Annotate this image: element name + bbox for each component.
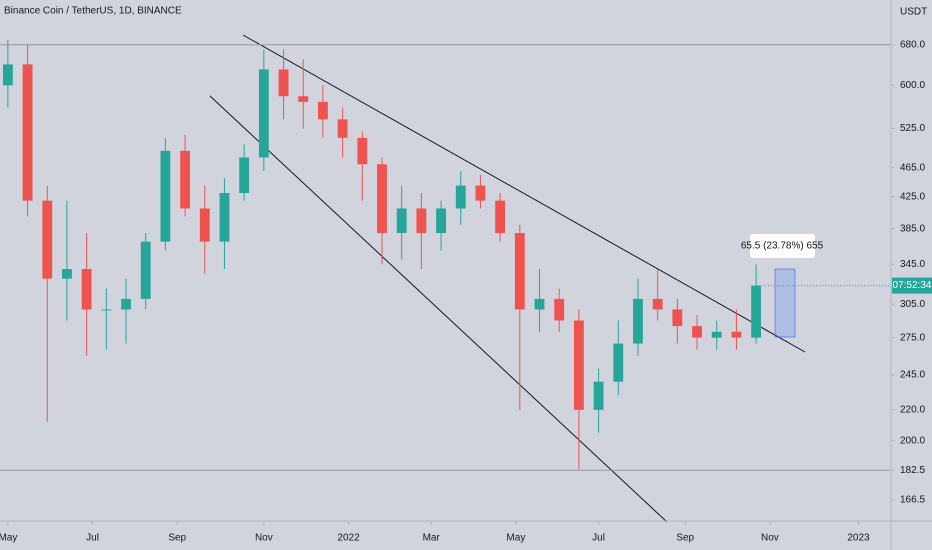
candle-body [377, 164, 387, 234]
candle-body [317, 101, 328, 120]
candle-body [199, 208, 210, 242]
candle-body [534, 298, 545, 310]
measure-label-box [750, 234, 815, 258]
price-countdown: 07:52:34 [893, 280, 932, 291]
measure-label: 65.5 (23.78%) 655 [741, 241, 824, 252]
y-unit: USDT [900, 7, 927, 18]
x-tick-label: Jul [592, 533, 605, 544]
y-tick-label: 305.0 [900, 299, 925, 310]
candle-body [554, 298, 565, 321]
x-tick-label: Mar [423, 533, 441, 544]
candle-body [613, 343, 624, 382]
candle-body [652, 298, 663, 310]
candle-body [495, 200, 506, 234]
y-tick-label: 182.5 [900, 465, 925, 476]
y-tick-label: 220.0 [900, 404, 925, 415]
upper-trendline [242, 34, 806, 353]
y-tick-label: 680.0 [900, 39, 925, 50]
candle-body [573, 320, 584, 410]
candle-body [278, 69, 289, 97]
x-tick-label: May [0, 533, 17, 544]
y-tick-label: 245.0 [900, 370, 925, 381]
x-tick-label: Sep [168, 533, 186, 544]
candle-body [357, 137, 368, 165]
y-tick-label: 166.5 [900, 495, 925, 506]
candle-body [396, 208, 407, 234]
y-tick-label: 425.0 [900, 191, 925, 202]
y-tick-label: 345.0 [900, 259, 925, 270]
measure-box [774, 268, 796, 338]
candle-body [22, 64, 33, 201]
candle-body [633, 298, 643, 344]
candle-body [62, 269, 72, 279]
y-tick-label: 465.0 [900, 162, 925, 173]
candle-body [258, 69, 269, 158]
candle-body [751, 285, 762, 338]
candle-body [672, 309, 683, 327]
lower-trendline [209, 95, 668, 523]
candle-body [140, 241, 151, 299]
x-tick-label: Nov [255, 533, 273, 544]
y-tick-label: 600.0 [900, 80, 925, 91]
y-tick-label: 200.0 [900, 435, 925, 446]
price-badge [892, 277, 932, 294]
y-tick-label: 385.0 [900, 223, 925, 234]
x-tick-label: 2022 [337, 533, 360, 544]
candle-body [514, 233, 525, 310]
x-tick-label: Sep [676, 533, 694, 544]
x-tick-label: Jul [86, 533, 99, 544]
candle-body [81, 269, 92, 310]
candle-body [416, 208, 427, 234]
candle-body [731, 331, 742, 338]
candle-body [160, 150, 171, 242]
candle-body [180, 150, 191, 209]
candle-body [475, 185, 486, 201]
candle-body [711, 331, 722, 338]
y-tick-label: 525.0 [900, 123, 925, 134]
chart-title: Binance Coin / TetherUS, 1D, BINANCE [4, 6, 182, 17]
candle-body [101, 309, 112, 311]
candle-body [436, 208, 446, 234]
candle-body [121, 298, 131, 310]
candle-body [219, 193, 230, 242]
x-tick-label: 2023 [847, 533, 870, 544]
candle-body [2, 64, 13, 86]
x-tick-label: Nov [761, 533, 779, 544]
candle-body [239, 157, 250, 194]
candle-body [42, 200, 53, 279]
candle-body [298, 96, 309, 102]
candle-body [337, 119, 348, 138]
candle-body [692, 326, 702, 338]
candle-body [593, 381, 604, 410]
candle-body [455, 185, 466, 209]
x-tick-label: May [506, 533, 525, 544]
y-tick-label: 275.0 [900, 332, 925, 343]
